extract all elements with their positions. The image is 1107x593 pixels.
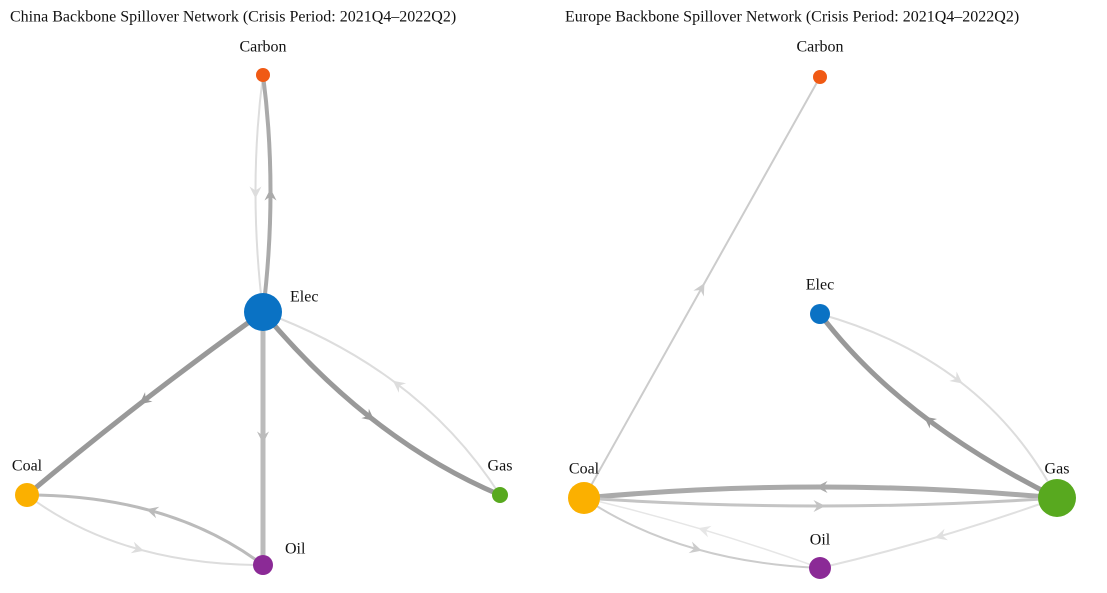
arrow-head (688, 541, 702, 554)
edge (819, 313, 1058, 499)
node (256, 68, 270, 82)
edge (24, 309, 266, 498)
arrow-head (813, 500, 826, 513)
arrow-head (257, 431, 269, 444)
node (809, 557, 831, 579)
arrow-head (949, 371, 963, 384)
arrow-head (130, 541, 144, 554)
arrow-head (934, 528, 948, 541)
node-label: Elec (806, 277, 834, 294)
edge (817, 311, 1060, 501)
edge (26, 494, 264, 566)
europe-panel: Europe Backbone Spillover Network (Crisi… (565, 9, 1076, 579)
panel-title: Europe Backbone Spillover Network (Crisi… (565, 9, 1019, 26)
edge (25, 493, 265, 567)
node-label: Oil (810, 532, 831, 549)
node-label: Oil (285, 541, 306, 558)
node (568, 482, 600, 514)
node-label: Gas (488, 458, 513, 475)
arrow-head (361, 408, 375, 421)
node (1038, 479, 1076, 517)
node (810, 304, 830, 324)
node (813, 70, 827, 84)
edge (583, 497, 821, 569)
arrow-head (249, 186, 262, 199)
arrow-head (698, 525, 712, 538)
node (15, 483, 39, 507)
node (492, 487, 508, 503)
node-label: Carbon (796, 39, 843, 56)
node-label: Gas (1045, 461, 1070, 478)
edge (819, 497, 1058, 569)
node-label: Carbon (239, 39, 286, 56)
edge (260, 309, 503, 498)
node (253, 555, 273, 575)
node-label: Elec (290, 289, 318, 306)
arrow-head (146, 506, 160, 519)
edge (262, 311, 501, 496)
china-panel: China Backbone Spillover Network (Crisis… (10, 9, 512, 575)
arrow-head (392, 380, 407, 393)
arrow-head (815, 480, 828, 493)
node-label: Coal (569, 461, 600, 478)
arrow-head (264, 188, 277, 201)
panel-title: China Backbone Spillover Network (Crisis… (10, 9, 456, 26)
edge (583, 497, 821, 569)
node-label: Coal (12, 458, 43, 475)
arrow-head (139, 392, 153, 405)
arrow-head (923, 416, 938, 429)
node (244, 293, 282, 331)
arrow-head (693, 283, 705, 297)
